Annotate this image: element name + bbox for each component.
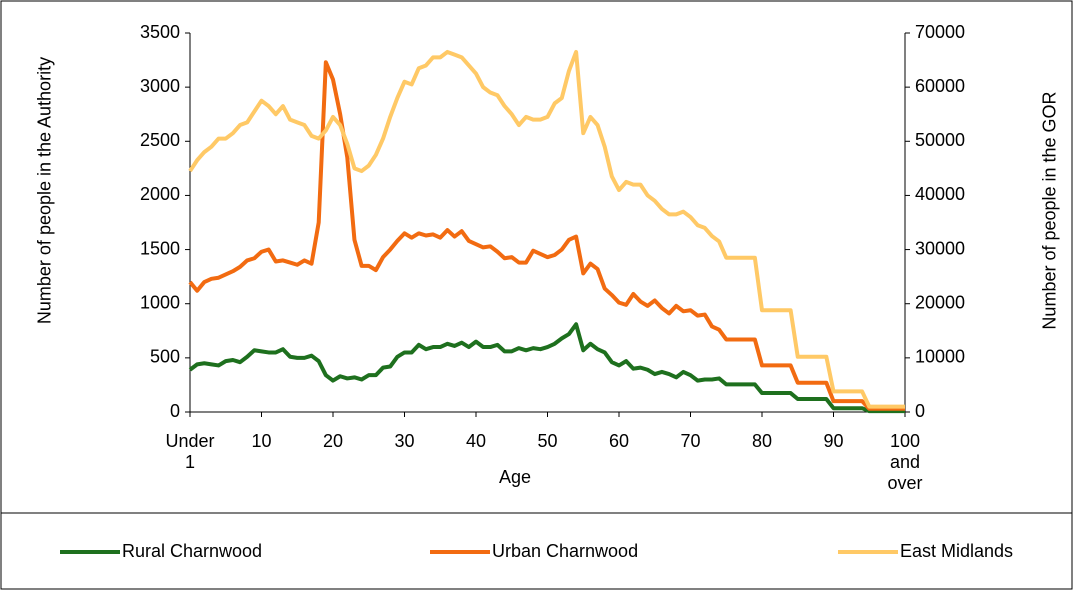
y-tick-label: 0 [170,401,180,421]
x-tick-label: 80 [751,431,773,451]
legend-label: Urban Charnwood [492,541,638,561]
legend-label: Rural Charnwood [122,541,262,561]
x-tick-label: 70 [680,431,701,451]
y2-tick-label: 50000 [915,130,965,150]
y2-tick-label: 70000 [915,22,965,42]
y-tick-label: 1000 [140,292,180,312]
series-line [188,49,905,409]
y-tick-label: 3500 [140,22,180,42]
x-tick-label: 90 [823,431,844,451]
x-tick-label: Under 1 [165,431,215,472]
y2-tick-label: 40000 [915,184,965,204]
x-tick-label: 10 [251,431,272,451]
y-axis-title: Number of people in the Authority [34,56,55,325]
series-line [188,60,905,411]
x-tick-label: 100 and over [887,431,923,493]
legend-label: East Midlands [900,541,1013,561]
y2-axis-title: Number of people in the GOR [1039,91,1060,330]
x-tick-label: 30 [394,431,415,451]
y-tick-label: 2500 [140,130,180,150]
y2-tick-label: 20000 [915,292,965,312]
y-tick-label: 3000 [140,76,180,96]
y2-tick-label: 0 [915,401,925,421]
y2-tick-label: 30000 [915,238,965,258]
y-tick-label: 500 [150,347,180,367]
x-axis-title: Age [499,467,531,487]
x-tick-label: 20 [322,431,344,451]
y2-tick-label: 10000 [915,347,965,367]
y2-tick-label: 60000 [915,76,965,96]
series-line [188,322,905,414]
y-tick-label: 2000 [140,184,180,204]
x-tick-label: 40 [465,431,487,451]
x-tick-label: 50 [537,431,558,451]
x-tick-label: 60 [608,431,630,451]
y-tick-label: 1500 [140,238,180,258]
